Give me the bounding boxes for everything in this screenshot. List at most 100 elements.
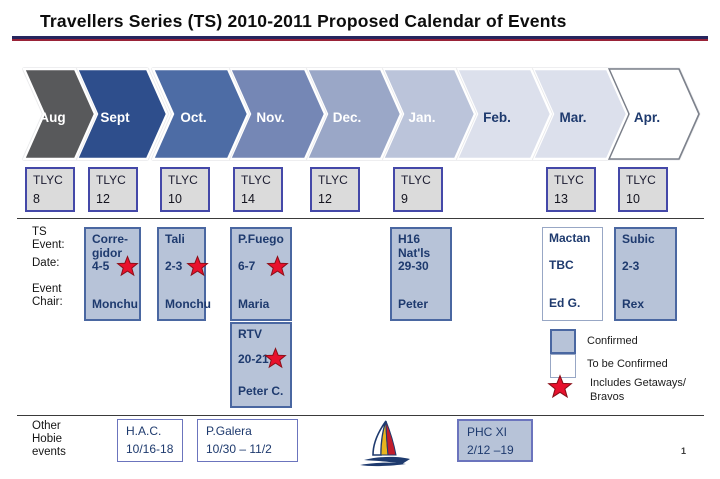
getaways-star-icon — [266, 255, 289, 277]
row-label-date: Date: — [32, 257, 60, 269]
event-name: Subic — [622, 232, 655, 246]
month-chevron-aug: Aug — [23, 68, 96, 160]
month-label: Sept — [100, 109, 130, 125]
event-name: Mactan — [549, 231, 591, 245]
event-name: Corre- — [92, 232, 129, 246]
event-card-subic: Subic 2-3 Rex — [614, 227, 677, 321]
other-event-date: 10/30 – 11/2 — [206, 442, 272, 456]
tlyc-box-aug: TLYC 8 — [25, 167, 75, 212]
tlyc-count: 12 — [318, 192, 332, 206]
month-label: Oct. — [180, 109, 207, 125]
event-chair: Ed G. — [549, 296, 581, 310]
tlyc-label: TLYC — [626, 173, 656, 187]
other-event-hac: H.A.C. 10/16-18 — [117, 419, 183, 462]
other-event-name: H.A.C. — [126, 424, 162, 438]
tlyc-count: 10 — [168, 192, 182, 206]
other-events-label: Hobie — [32, 433, 63, 445]
event-date: 4-5 — [92, 259, 110, 273]
tlyc-label: TLYC — [318, 173, 348, 187]
other-events-label: Other — [32, 420, 61, 432]
tlyc-box-mar: TLYC 13 — [546, 167, 596, 212]
legend-star-icon — [547, 374, 573, 399]
month-label: Mar. — [559, 109, 587, 125]
other-event-pgalera: P.Galera 10/30 – 11/2 — [197, 419, 298, 462]
other-event-name: PHC XI — [467, 425, 508, 439]
title-rule — [12, 36, 708, 41]
tlyc-count: 10 — [626, 192, 640, 206]
row-label-ts-event: Event: — [32, 239, 65, 251]
tlyc-count: 13 — [554, 192, 568, 206]
tlyc-label: TLYC — [168, 173, 198, 187]
event-chair: Peter C. — [238, 384, 284, 398]
event-card-rtv: RTV 20-21 Peter C. — [230, 322, 292, 408]
tlyc-label: TLYC — [554, 173, 584, 187]
tlyc-count: 9 — [401, 192, 408, 206]
event-card-corregidor: Corre- gidor 4-5 Monchu — [84, 227, 141, 321]
month-chevron-sept: Sept — [76, 68, 168, 160]
month-chevron-feb: Feb. — [456, 68, 552, 160]
tlyc-box-sept: TLYC 12 — [88, 167, 138, 212]
month-chevron-jan: Jan. — [382, 68, 476, 160]
event-name: H16 — [398, 232, 421, 246]
chevron-shape-icon — [532, 68, 628, 160]
row-label-chair: Event — [32, 283, 62, 295]
legend-tbc-swatch — [550, 354, 576, 378]
month-label: Feb. — [483, 109, 511, 125]
event-chair: Peter — [398, 297, 429, 311]
legend-confirmed-swatch — [550, 329, 576, 354]
chevron-shape-icon — [456, 68, 552, 160]
tlyc-label: TLYC — [33, 173, 63, 187]
page-title: Travellers Series (TS) 2010-2011 Propose… — [40, 11, 567, 31]
tlyc-box-dec: TLYC 12 — [310, 167, 360, 212]
getaways-star-icon — [264, 347, 287, 369]
event-date: 29-30 — [398, 259, 429, 273]
month-chevron-dec: Dec. — [306, 68, 402, 160]
event-name: gidor — [92, 246, 122, 260]
event-card-mactan: Mactan TBC Ed G. — [542, 227, 603, 321]
legend-star-label: Bravos — [590, 391, 625, 403]
event-chair: Rex — [622, 297, 645, 311]
other-event-name: P.Galera — [206, 424, 252, 438]
tlyc-box-nov: TLYC 14 — [233, 167, 283, 212]
event-name: Tali — [165, 232, 185, 246]
getaways-star-icon — [186, 255, 209, 277]
event-card-pfuego: P.Fuego 6-7 Maria — [230, 227, 292, 321]
event-name: P.Fuego — [238, 232, 284, 246]
event-date: 6-7 — [238, 259, 256, 273]
month-chevron-mar: Mar. — [532, 68, 628, 160]
tlyc-box-oct: TLYC 10 — [160, 167, 210, 212]
other-event-date: 2/12 –19 — [467, 443, 514, 457]
month-chevron-nov: Nov. — [229, 68, 326, 160]
chevron-shape-icon — [382, 68, 476, 160]
event-name: RTV — [238, 327, 262, 341]
event-card-h16-nationals: H16 Nat'ls 29-30 Peter — [390, 227, 452, 321]
chevron-shape-icon — [306, 68, 402, 160]
tlyc-count: 8 — [33, 192, 40, 206]
separator-line-bottom — [17, 415, 704, 416]
row-label-ts-event: TS — [32, 226, 47, 238]
legend-tbc-label: To be Confirmed — [587, 358, 668, 370]
event-chair: Maria — [238, 297, 270, 311]
getaways-star-icon — [116, 255, 139, 277]
tlyc-label: TLYC — [241, 173, 271, 187]
event-chair: Monchu — [165, 297, 211, 311]
month-label: Aug — [39, 109, 66, 125]
tlyc-box-jan: TLYC 9 — [393, 167, 443, 212]
chevron-shape-icon — [229, 68, 326, 160]
event-chair: Monchu — [92, 297, 138, 311]
other-event-phc-xi: PHC XI 2/12 –19 — [457, 419, 533, 462]
chevron-shape-icon — [23, 68, 96, 160]
tlyc-label: TLYC — [401, 173, 431, 187]
separator-line-top — [17, 218, 704, 219]
sailboat-logo-icon — [360, 420, 410, 467]
page-number: 1 — [681, 446, 687, 456]
event-name: Nat'ls — [398, 246, 431, 260]
month-label: Dec. — [332, 109, 362, 125]
tlyc-count: 14 — [241, 192, 255, 206]
legend-star-label: Includes Getaways/ — [590, 377, 686, 389]
tlyc-label: TLYC — [96, 173, 126, 187]
month-chevron-apr: Apr. — [608, 68, 700, 160]
month-label: Apr. — [633, 109, 661, 125]
month-label: Jan. — [408, 109, 436, 125]
